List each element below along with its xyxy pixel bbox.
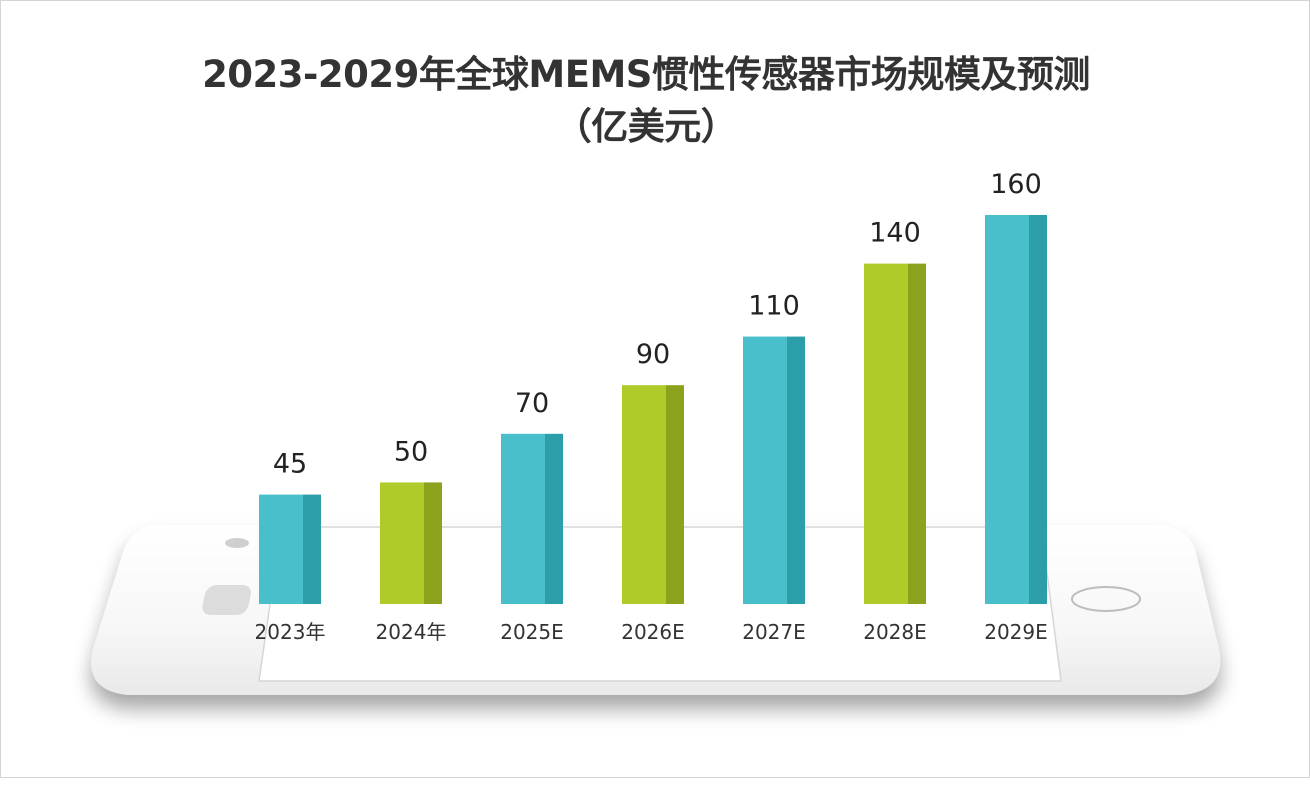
chart-title-line1: 2023-2029年全球MEMS惯性传感器市场规模及预测 <box>202 53 1090 96</box>
category-label-2024年: 2024年 <box>376 620 447 644</box>
bar-2027E <box>743 336 787 604</box>
bar-side-2024年 <box>424 482 442 604</box>
chart-title: 2023-2029年全球MEMS惯性传感器市场规模及预测 （亿美元） <box>1 49 1291 153</box>
category-label-2027E: 2027E <box>742 620 806 644</box>
bar-2026E <box>622 385 666 604</box>
bar-side-2026E <box>666 385 684 604</box>
phone-speaker <box>202 585 251 615</box>
category-label-2028E: 2028E <box>863 620 927 644</box>
bar-2024年 <box>380 482 424 604</box>
bar-2023年 <box>259 494 303 604</box>
category-label-2029E: 2029E <box>984 620 1048 644</box>
bars-group <box>259 215 1047 604</box>
value-label-2024年: 50 <box>394 436 428 467</box>
value-label-2025E: 70 <box>515 388 549 419</box>
bar-2025E <box>501 433 545 604</box>
bar-side-2023年 <box>303 494 321 604</box>
bar-2028E <box>864 263 908 604</box>
chart-title-line2: （亿美元） <box>554 105 738 148</box>
value-label-2023年: 45 <box>273 449 307 480</box>
phone-home-button <box>1071 586 1141 612</box>
category-label-2025E: 2025E <box>500 620 564 644</box>
category-label-2026E: 2026E <box>621 620 685 644</box>
bar-2029E <box>985 215 1029 604</box>
bar-side-2029E <box>1029 215 1047 604</box>
phone-camera-dot <box>225 538 249 548</box>
value-label-2028E: 140 <box>869 218 921 249</box>
value-labels-group: 45 50 70 90 110 140 160 <box>273 169 1042 480</box>
bar-side-2027E <box>787 336 805 604</box>
value-label-2027E: 110 <box>748 291 800 322</box>
bar-side-2028E <box>908 263 926 604</box>
category-label-2023年: 2023年 <box>255 620 326 644</box>
chart-frame: 2023-2029年全球MEMS惯性传感器市场规模及预测 （亿美元） <box>0 0 1310 778</box>
category-labels-group: 2023年 2024年 2025E 2026E 2027E 2028E 2029E <box>255 620 1048 644</box>
value-label-2029E: 160 <box>990 169 1042 200</box>
bar-side-2025E <box>545 433 563 604</box>
value-label-2026E: 90 <box>636 339 670 370</box>
